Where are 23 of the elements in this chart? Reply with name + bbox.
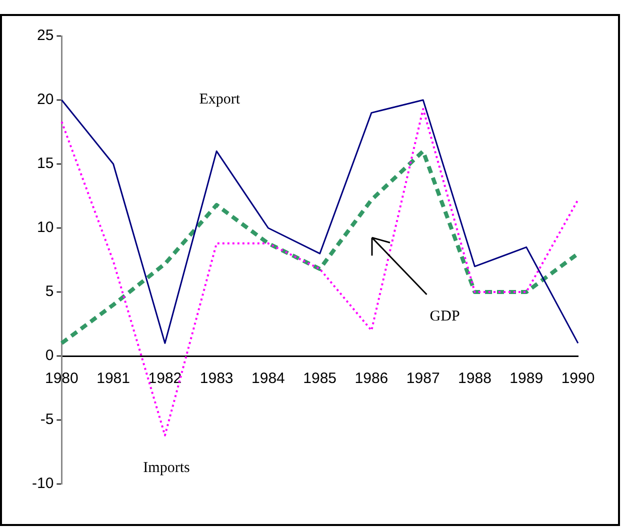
y-tick-label: 0 <box>45 347 54 364</box>
x-tick-label: 1985 <box>303 370 337 388</box>
x-tick-label: 1984 <box>252 370 285 388</box>
x-tick-label: 1987 <box>406 370 440 388</box>
x-tick-label: 1986 <box>354 370 388 388</box>
y-tick-label: 25 <box>36 27 54 44</box>
x-tick-label: 1990 <box>561 370 595 388</box>
y-tick-label: 5 <box>45 283 54 300</box>
annotation: GDP <box>430 308 460 324</box>
line-series <box>60 149 580 346</box>
x-tick-label: 1980 <box>44 370 78 388</box>
y-tick-label: -10 <box>32 475 54 492</box>
x-tick-label: 1982 <box>148 370 182 388</box>
x-tick-label: 1988 <box>458 370 492 388</box>
y-tick-label: 15 <box>36 155 54 172</box>
y-tick-label: 10 <box>36 219 54 236</box>
y-tick-label: -5 <box>40 411 54 428</box>
y-tick-label: 20 <box>36 91 54 108</box>
annotation: Export <box>199 92 241 108</box>
x-tick-label: 1981 <box>96 370 130 388</box>
x-tick-label: 1989 <box>510 370 544 388</box>
x-tick-label: 1983 <box>200 370 234 388</box>
annotation: Imports <box>143 460 190 476</box>
